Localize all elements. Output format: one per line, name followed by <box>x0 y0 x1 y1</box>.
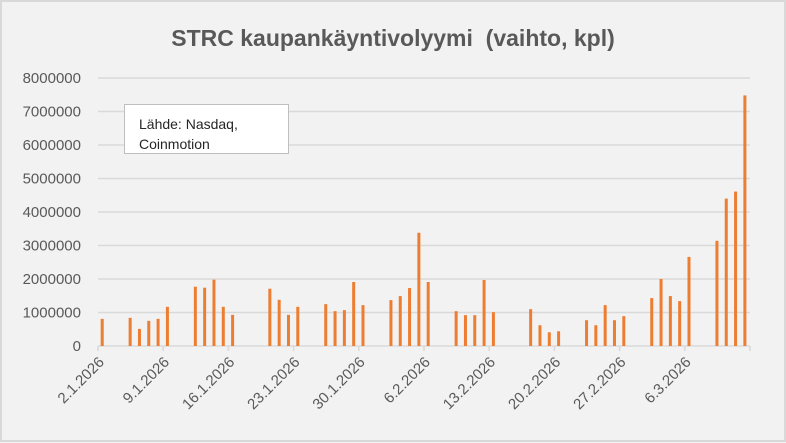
bar-22.1.2026 <box>286 314 290 346</box>
bar-26.2.2026 <box>612 320 616 346</box>
y-tick-label: 1000000 <box>23 305 81 322</box>
bar-5.2.2026 <box>417 232 421 346</box>
bar-14.1.2026 <box>212 279 216 346</box>
bar-11.2.2026 <box>473 315 477 346</box>
bar-25.2.2026 <box>603 305 607 346</box>
bar-10.2.2026 <box>463 315 467 346</box>
y-tick-label: 5000000 <box>23 171 81 188</box>
bar-24.2.2026 <box>594 325 598 346</box>
bar-9.2.2026 <box>454 311 458 346</box>
bar-26.1.2026 <box>324 304 328 346</box>
bar-4.2.2026 <box>408 288 412 346</box>
y-tick-label: 4000000 <box>23 204 81 221</box>
bar-4.3.2026 <box>668 296 672 346</box>
bar-12.2.2026 <box>482 280 486 346</box>
bar-9.1.2026 <box>165 306 169 346</box>
source-annotation: Lähde: Nasdaq, Coinmotion <box>124 104 289 154</box>
bar-27.1.2026 <box>333 311 337 346</box>
bar-3.3.2026 <box>659 279 663 346</box>
bar-6.2.2026 <box>426 282 430 346</box>
y-tick-label: 8000000 <box>23 70 81 87</box>
bar-19.2.2026 <box>547 332 551 346</box>
y-tick-label: 6000000 <box>23 137 81 154</box>
y-tick-label: 2000000 <box>23 271 81 288</box>
bar-10.3.2026 <box>724 198 728 346</box>
y-tick-label: 7000000 <box>23 104 81 121</box>
y-tick-label: 0 <box>73 338 81 355</box>
y-tick-label: 3000000 <box>23 238 81 255</box>
bar-5.3.2026 <box>678 301 682 346</box>
bar-23.1.2026 <box>296 306 300 346</box>
bar-8.1.2026 <box>156 318 160 346</box>
bar-15.1.2026 <box>221 306 225 346</box>
bar-21.1.2026 <box>277 299 281 346</box>
bar-17.2.2026 <box>529 309 533 346</box>
bar-6.1.2026 <box>137 328 141 346</box>
bar-18.2.2026 <box>538 325 542 346</box>
bar-12.1.2026 <box>193 286 197 346</box>
chart-title: STRC kaupankäyntivolyymi (vaihto, kpl) <box>171 25 615 51</box>
bar-13.2.2026 <box>491 312 495 346</box>
bar-20.2.2026 <box>557 331 561 346</box>
bar-20.1.2026 <box>268 288 272 346</box>
bar-23.2.2026 <box>585 320 589 346</box>
bar-30.1.2026 <box>361 305 365 346</box>
bar-16.1.2026 <box>231 314 235 346</box>
bar-29.1.2026 <box>352 282 356 346</box>
bar-2.2.2026 <box>389 300 393 346</box>
bar-6.3.2026 <box>687 256 691 346</box>
bar-12.3.2026 <box>743 95 747 346</box>
bar-2.3.2026 <box>650 298 654 346</box>
bar-11.3.2026 <box>734 191 738 346</box>
bar-28.1.2026 <box>342 310 346 346</box>
bar-7.1.2026 <box>147 320 151 346</box>
bar-2.1.2026 <box>100 318 104 346</box>
bar-13.1.2026 <box>203 287 207 346</box>
bar-27.2.2026 <box>622 316 626 346</box>
bar-5.1.2026 <box>128 317 132 346</box>
bar-3.2.2026 <box>398 296 402 346</box>
bar-9.3.2026 <box>715 240 719 346</box>
